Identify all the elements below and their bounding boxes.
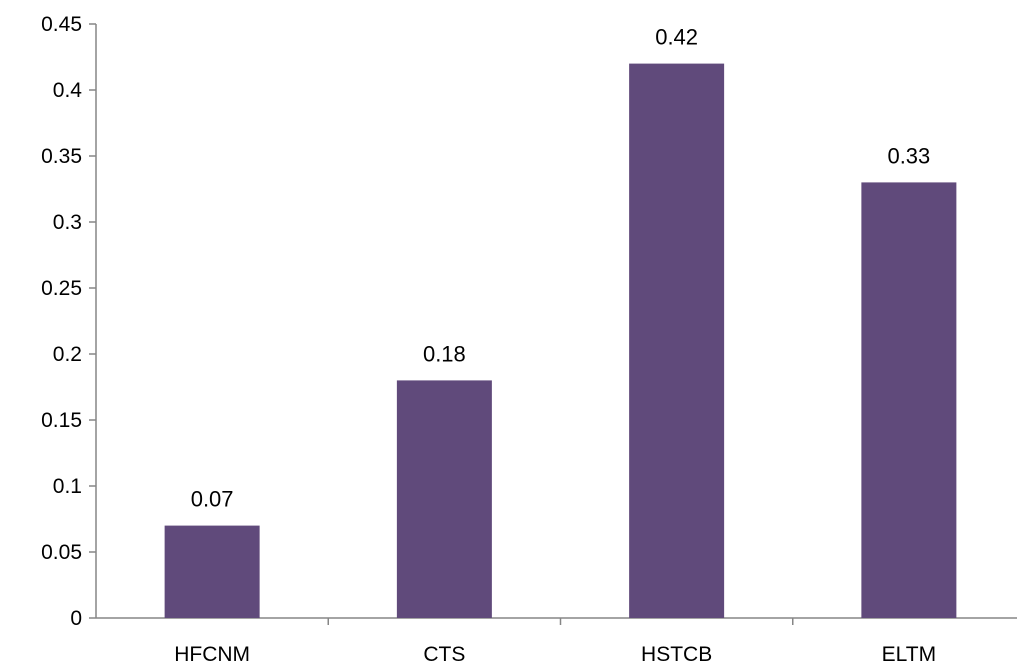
category-label-hfcnm: HFCNM xyxy=(174,643,250,666)
category-label-cts: CTS xyxy=(423,643,465,666)
category-labels: HFCNM CTS HSTCB ELTM xyxy=(174,643,936,666)
bar-hstcb xyxy=(629,64,724,618)
y-tick-label: 0.4 xyxy=(53,79,83,102)
y-tick-label: 0 xyxy=(70,607,82,630)
category-label-eltm: ELTM xyxy=(882,643,936,666)
y-tick-label: 0.05 xyxy=(41,541,82,564)
y-tick-label: 0.3 xyxy=(53,211,82,234)
category-label-hstcb: HSTCB xyxy=(641,643,712,666)
data-label-hstcb: 0.42 xyxy=(655,25,698,50)
y-tick-label: 0.35 xyxy=(41,145,82,168)
bar-eltm xyxy=(861,182,956,618)
data-label-eltm: 0.33 xyxy=(887,143,930,168)
y-tick-label: 0.1 xyxy=(53,475,82,498)
x-ticks xyxy=(328,618,793,625)
y-tick-label: 0.2 xyxy=(53,343,82,366)
y-ticks: 0 0.05 0.1 0.15 0.2 0.25 0.3 0.35 0.4 0.45 xyxy=(41,13,96,630)
data-label-cts: 0.18 xyxy=(423,341,466,366)
bars xyxy=(165,64,957,618)
y-tick-label: 0.15 xyxy=(41,409,82,432)
y-tick-label: 0.45 xyxy=(41,13,82,36)
bar-cts xyxy=(397,380,492,618)
data-labels: 0.07 0.18 0.42 0.33 xyxy=(191,25,931,512)
bar-hfcnm xyxy=(165,526,260,618)
data-label-hfcnm: 0.07 xyxy=(191,487,234,512)
y-tick-label: 0.25 xyxy=(41,277,82,300)
